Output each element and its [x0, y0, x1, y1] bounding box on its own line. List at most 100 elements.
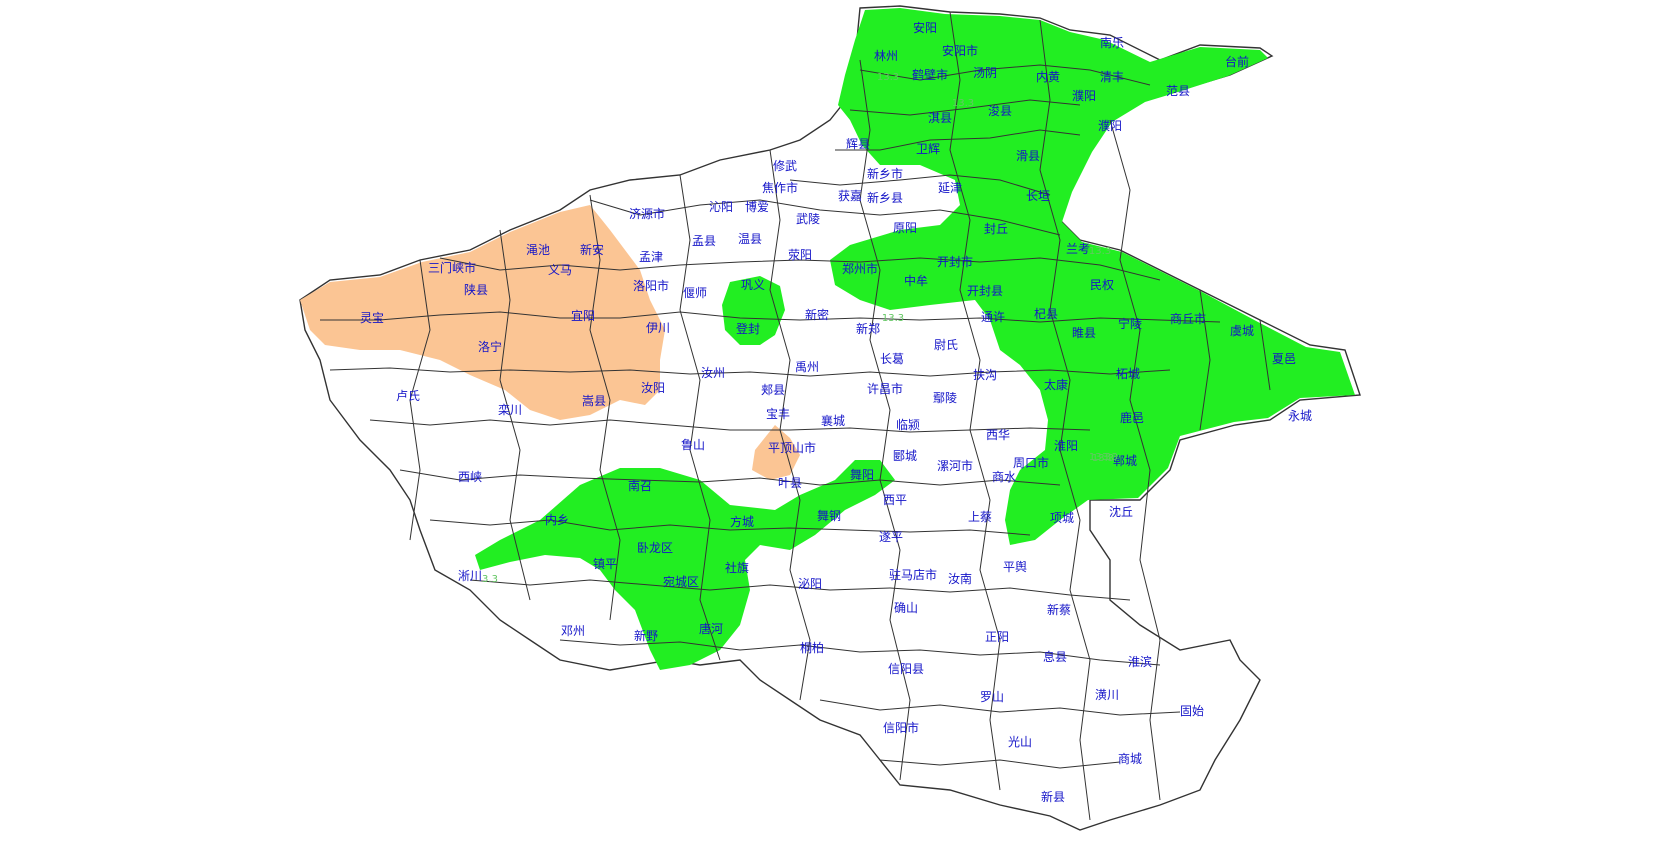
- county-label: 柘城: [1116, 367, 1140, 381]
- county-label: 舞钢: [817, 509, 841, 523]
- value-label: 3.3: [482, 574, 498, 585]
- county-label: 商丘市: [1170, 311, 1206, 326]
- value-label: 13.3: [877, 72, 899, 83]
- county-label: 巩义: [741, 278, 765, 292]
- value-label: 13.3: [1089, 452, 1111, 463]
- county-label: 叶县: [778, 476, 802, 490]
- county-label: 三门峡市: [428, 260, 476, 275]
- county-label: 孟津: [639, 250, 663, 264]
- county-label: 杞县: [1034, 307, 1058, 321]
- county-label: 清丰: [1100, 70, 1124, 84]
- county-label: 内黄: [1036, 70, 1060, 84]
- county-label: 内乡: [545, 513, 569, 527]
- county-label: 渑池: [526, 243, 550, 257]
- county-label: 淅川: [458, 568, 482, 583]
- county-label: 濮阳: [1098, 118, 1122, 133]
- county-label: 虞城: [1230, 324, 1254, 338]
- county-label: 淇县: [928, 111, 952, 125]
- county-label: 方城: [730, 514, 754, 529]
- county-label: 襄城: [821, 413, 845, 428]
- county-label: 桐柏: [800, 640, 824, 655]
- county-label: 尉氏: [934, 337, 958, 352]
- county-label: 睢县: [1072, 326, 1096, 340]
- county-label: 登封: [736, 321, 760, 336]
- county-label: 平舆: [1003, 559, 1027, 574]
- county-label: 汝州: [701, 366, 725, 380]
- county-label: 原阳: [893, 221, 917, 235]
- county-label: 镇平: [593, 557, 617, 571]
- county-label: 商城: [1118, 751, 1142, 766]
- county-label: 鹤壁市: [912, 67, 948, 82]
- county-label: 长垣: [1026, 189, 1050, 203]
- county-label: 汝阳: [641, 381, 665, 395]
- county-label: 信阳市: [883, 720, 919, 735]
- county-label: 新县: [1041, 789, 1065, 804]
- green-zone-northeast: [830, 8, 1355, 545]
- county-label: 南乐: [1100, 35, 1124, 50]
- county-label: 邓州: [561, 624, 585, 638]
- county-label: 沈丘: [1109, 504, 1133, 519]
- county-label: 兰考: [1066, 242, 1090, 256]
- county-label: 新乡县: [867, 190, 903, 205]
- county-label: 商水: [992, 469, 1016, 484]
- county-label: 孟县: [692, 234, 716, 248]
- county-label: 沁阳: [709, 200, 733, 214]
- county-label: 永城: [1288, 409, 1312, 423]
- green-zone-southwest: [475, 460, 895, 670]
- county-label: 延津: [938, 181, 962, 195]
- county-label: 宜阳: [571, 308, 595, 323]
- county-label: 修武: [773, 158, 797, 173]
- county-label: 灵宝: [360, 311, 384, 325]
- county-label: 偃师: [683, 285, 707, 300]
- county-label: 正阳: [985, 630, 1009, 644]
- value-label: 3.3: [1102, 452, 1118, 463]
- county-label: 郑州市: [842, 261, 878, 276]
- county-label: 郏县: [761, 383, 785, 397]
- county-label: 安阳市: [942, 43, 978, 58]
- value-label: 13.3: [1089, 246, 1111, 257]
- county-label: 中牟: [904, 273, 928, 288]
- value-label: 13.3: [882, 313, 904, 324]
- county-label: 新密: [805, 307, 829, 322]
- county-label: 淮阳: [1054, 439, 1078, 453]
- county-label: 遂平: [879, 530, 903, 544]
- county-label: 嵩县: [582, 394, 606, 408]
- county-label: 南召: [628, 478, 652, 493]
- county-label: 获嘉: [838, 189, 862, 203]
- county-label: 开封市: [937, 254, 973, 269]
- county-label: 宛城区: [663, 574, 699, 589]
- county-label: 济源市: [629, 206, 665, 221]
- value-label: 13.3: [1092, 453, 1114, 464]
- county-label: 禹州: [795, 360, 819, 374]
- county-label: 泌阳: [798, 577, 822, 591]
- county-label: 陕县: [464, 282, 488, 297]
- county-label: 温县: [738, 232, 762, 246]
- county-label: 伊川: [646, 321, 670, 335]
- county-label: 新野: [634, 628, 658, 643]
- county-label: 平顶山市: [768, 440, 816, 455]
- county-label: 信阳县: [888, 662, 924, 676]
- value-label: 13.3: [952, 98, 974, 109]
- county-label: 卫辉: [916, 142, 940, 156]
- county-label: 新郑: [856, 321, 880, 336]
- county-label: 范县: [1166, 84, 1190, 98]
- county-label: 淮滨: [1128, 654, 1152, 669]
- orange-zone-pingdingshan: [752, 425, 800, 480]
- county-label: 固始: [1180, 704, 1204, 718]
- county-label: 漯河市: [937, 458, 973, 473]
- county-label: 新安: [580, 242, 604, 257]
- county-label: 洛阳市: [633, 278, 669, 293]
- county-label: 林州: [874, 49, 898, 63]
- county-label: 开封县: [967, 284, 1003, 298]
- county-label: 卧龙区: [637, 541, 673, 555]
- county-label: 鄢陵: [933, 391, 957, 405]
- county-label: 洛宁: [478, 339, 502, 354]
- county-label: 宝丰: [766, 407, 790, 421]
- county-label: 扶沟: [973, 367, 997, 382]
- county-label: 封丘: [984, 222, 1008, 236]
- county-label: 焦作市: [762, 180, 798, 195]
- county-label: 社旗: [725, 560, 749, 575]
- county-label: 台前: [1225, 54, 1249, 69]
- county-label: 辉县: [846, 137, 870, 151]
